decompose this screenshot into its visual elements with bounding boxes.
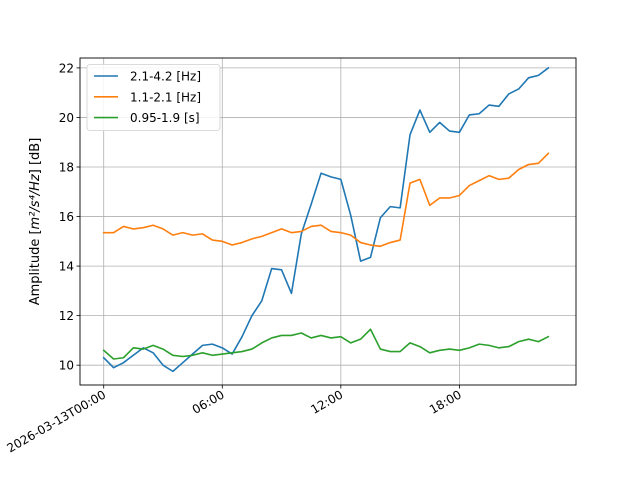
legend-label-1: 2.1-4.2 [Hz] xyxy=(130,70,201,84)
y-tick-label: 18 xyxy=(59,161,74,175)
series-line-1 xyxy=(102,66,550,373)
plot-frame xyxy=(79,57,577,386)
series-line-3 xyxy=(102,328,550,360)
series-layer xyxy=(102,66,550,373)
legend-label-3: 0.95-1.9 [s] xyxy=(130,111,200,125)
y-tick-label: 10 xyxy=(59,359,74,373)
y-axis-label-math: m²/s⁴/Hz xyxy=(28,173,43,229)
legend-box xyxy=(86,64,221,131)
y-tick-label: 14 xyxy=(59,260,74,274)
y-tick-label: 22 xyxy=(59,61,74,75)
y-axis-label-prefix: Amplitude [ xyxy=(28,229,43,305)
y-tick-label: 16 xyxy=(59,210,74,224)
legend-label-2: 1.1-2.1 [Hz] xyxy=(130,90,201,104)
y-axis-label: Amplitude [m²/s⁴/Hz] [dB] xyxy=(28,138,43,306)
y-tick-label: 12 xyxy=(59,309,74,323)
y-axis-label-suffix: ] [dB] xyxy=(28,138,43,175)
series-line-2 xyxy=(102,152,550,248)
legend: 2.1-4.2 [Hz] 1.1-2.1 [Hz] 0.95-1.9 [s] xyxy=(86,64,221,131)
y-tick-label: 20 xyxy=(59,111,74,125)
